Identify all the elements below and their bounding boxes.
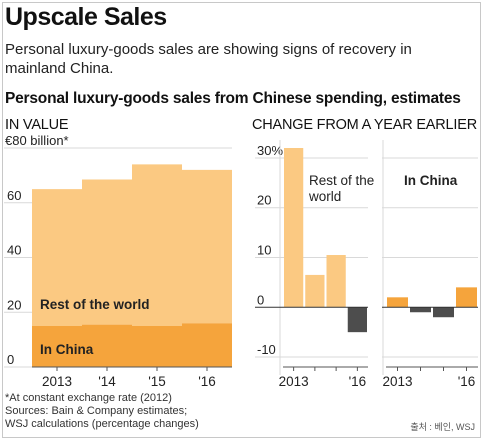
chart-title: Personal luxury-goods sales from Chinese… bbox=[5, 90, 461, 107]
headline: Upscale Sales bbox=[5, 3, 167, 31]
left-y-tick-label: 40 bbox=[7, 243, 21, 258]
footnote-sources: Sources: Bain & Company estimates; bbox=[5, 405, 188, 417]
panel-label-in-china: In China bbox=[404, 173, 458, 188]
bar-rest-of-world bbox=[305, 274, 325, 308]
right-x-tick-label: 2013 bbox=[279, 374, 309, 389]
right-y-tick-label: -10 bbox=[257, 342, 276, 357]
bar-in-china bbox=[433, 307, 454, 318]
footnote-exchange-rate: *At constant exchange rate (2012) bbox=[5, 392, 172, 404]
right-y-tick-label: 0 bbox=[257, 292, 264, 307]
series-label-rest-of-world: Rest of the world bbox=[40, 297, 150, 312]
right-x-tick-label: 2013 bbox=[382, 374, 412, 389]
bar-in-china bbox=[410, 307, 431, 313]
left-x-tick-label: '14 bbox=[98, 374, 116, 389]
right-y-tick-label: 20 bbox=[257, 193, 271, 208]
right-panel-title: CHANGE FROM A YEAR EARLIER bbox=[252, 117, 477, 133]
bar-rest-of-world bbox=[347, 307, 367, 333]
right-x-tick-label: '16 bbox=[458, 374, 476, 389]
left-panel-title: IN VALUE bbox=[5, 117, 69, 133]
left-x-tick-label: '16 bbox=[198, 374, 216, 389]
bar-in-china bbox=[387, 297, 408, 308]
right-y-tick-label: 30% bbox=[257, 143, 283, 158]
left-x-tick-label: '15 bbox=[148, 374, 166, 389]
bar-rest-of-world bbox=[284, 148, 304, 308]
area-rest-of-world bbox=[32, 164, 232, 326]
left-y-tick-label: 60 bbox=[7, 188, 21, 203]
bar-rest-of-world bbox=[326, 255, 346, 308]
left-unit-label: €80 billion* bbox=[5, 133, 69, 148]
panel-label-rest-of-world-line1: Rest of the bbox=[309, 173, 374, 188]
credit-line: 출처 : 베인, WSJ bbox=[410, 422, 475, 432]
dek: Personal luxury-goods sales are showing … bbox=[5, 41, 412, 77]
footnotes: *At constant exchange rate (2012) Source… bbox=[5, 392, 199, 431]
left-y-tick-label: 0 bbox=[7, 352, 14, 367]
panel-label-rest-of-world-line2: world bbox=[308, 189, 341, 204]
left-y-tick-label: 20 bbox=[7, 297, 21, 312]
right-x-tick-label: '16 bbox=[349, 374, 367, 389]
right-y-tick-label: 10 bbox=[257, 243, 271, 258]
area-in-china bbox=[32, 323, 232, 367]
bar-in-china bbox=[456, 287, 477, 308]
series-label-in-china: In China bbox=[40, 342, 94, 357]
footnote-calculations: WSJ calculations (percentage changes) bbox=[5, 418, 199, 430]
left-x-tick-label: 2013 bbox=[42, 374, 72, 389]
